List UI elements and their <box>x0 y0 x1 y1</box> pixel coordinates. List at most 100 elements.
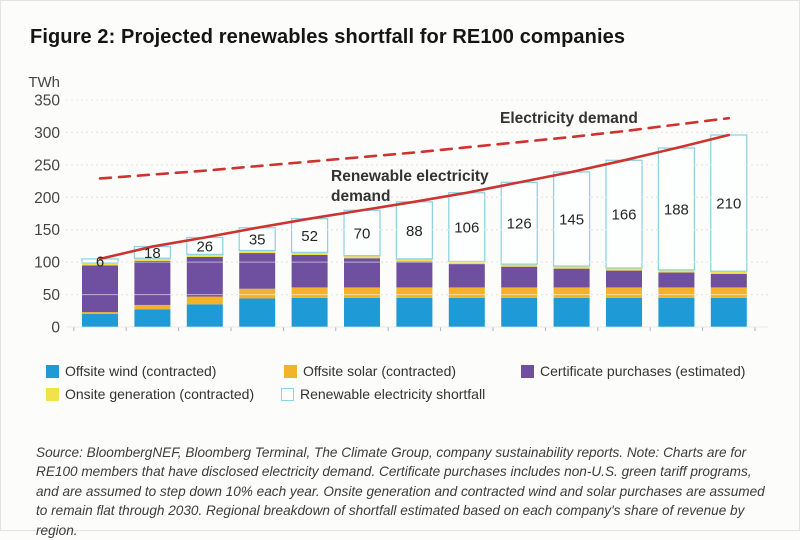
y-tick-label: 350 <box>34 92 60 109</box>
bar-segment <box>344 258 380 288</box>
shortfall-value-label: 188 <box>664 201 689 218</box>
legend-label: Offsite solar (contracted) <box>303 363 457 379</box>
bar-segment <box>658 287 695 298</box>
certificate-purchases-swatch-icon <box>521 364 534 378</box>
bar-segment <box>605 159 643 269</box>
onsite-generation-swatch-icon <box>46 387 59 401</box>
bar-segment <box>448 264 485 288</box>
bar-segment <box>501 264 538 267</box>
bar-segment <box>239 298 276 327</box>
bar-segment <box>710 134 748 272</box>
bar-segment <box>396 297 433 327</box>
bar-segment <box>658 269 695 273</box>
bar-segment <box>606 270 642 288</box>
shortfall-value-label: 35 <box>249 232 266 249</box>
bar-segment <box>657 147 696 271</box>
bar-segment <box>344 297 380 327</box>
bar-segment <box>134 304 171 310</box>
bar-segment <box>396 287 433 298</box>
bar-segment <box>553 266 590 269</box>
bar-segment <box>553 287 590 298</box>
shortfall-value-label: 166 <box>611 207 636 224</box>
bar-segment <box>290 218 329 254</box>
offsite-solar-swatch-icon <box>284 364 297 378</box>
bar-segment <box>501 266 538 288</box>
bar-segment <box>396 258 433 262</box>
legend-label: Certificate purchases (estimated) <box>540 363 746 379</box>
legend-item-offsite-solar: Offsite solar (contracted) <box>284 363 456 379</box>
bar-segment <box>553 297 590 327</box>
shortfall-value-label: 70 <box>354 225 371 242</box>
bar-segment <box>82 265 118 313</box>
bar-segment <box>395 201 434 260</box>
bar-segment <box>134 309 171 327</box>
bar-segment <box>134 258 171 261</box>
offsite-wind-swatch-icon <box>46 364 59 378</box>
renewable-demand-line <box>98 133 731 261</box>
bar-segment <box>82 262 118 266</box>
bar-segment <box>396 261 433 288</box>
y-tick-label: 150 <box>34 222 60 239</box>
shortfall-value-label: 126 <box>507 216 532 233</box>
y-tick-label: 0 <box>51 320 60 337</box>
shortfall-value-label: 52 <box>301 228 318 245</box>
bar-segment <box>186 304 223 327</box>
bar-segment <box>343 209 381 257</box>
bar-segment <box>291 287 328 298</box>
bar-segment <box>710 273 747 288</box>
demand-lines-layer <box>98 116 731 261</box>
legend-item-offsite-wind: Offsite wind (contracted) <box>46 363 216 379</box>
bar-segment <box>710 271 747 274</box>
bar-segment <box>186 296 223 305</box>
shortfall-value-label: 88 <box>406 223 423 240</box>
shortfall-value-label: 106 <box>454 220 479 237</box>
electricity-demand-annotation: Electricity demand <box>500 110 638 127</box>
bar-segment <box>553 268 590 288</box>
source-note: Source: BloombergNEF, Bloomberg Terminal… <box>36 444 765 538</box>
legend-label: Renewable electricity shortfall <box>300 386 486 402</box>
bar-segment <box>448 261 485 265</box>
bar-segment <box>606 297 642 327</box>
bar-segment <box>344 255 380 259</box>
bar-segment <box>448 297 485 327</box>
bar-segment <box>291 297 328 327</box>
bar-segment <box>552 171 591 267</box>
bar-segment <box>82 312 118 315</box>
y-axis-unit-label: TWh <box>28 74 60 91</box>
bar-segment <box>291 255 328 288</box>
bar-segment <box>501 287 538 298</box>
bar-segment <box>606 287 642 298</box>
bar-segment <box>291 252 328 256</box>
legend-item-certificate-purchases: Certificate purchases (estimated) <box>521 363 745 379</box>
bar-segment <box>658 272 695 288</box>
bar-segment <box>134 260 171 305</box>
bar-segment <box>500 181 538 265</box>
bar-segment <box>344 287 380 298</box>
renewable-demand-annotation-line2: demand <box>331 188 390 205</box>
y-tick-label: 250 <box>34 157 60 174</box>
legend-item-onsite-generation: Onsite generation (contracted) <box>46 386 254 402</box>
legend-label: Offsite wind (contracted) <box>65 363 217 379</box>
bar-segment <box>501 297 538 327</box>
bar-segment <box>710 297 747 327</box>
y-tick-label: 200 <box>34 190 60 207</box>
shortfall-value-label: 145 <box>559 212 584 229</box>
bar-segment <box>606 267 642 271</box>
bar-segment <box>186 256 223 297</box>
renewable-demand-annotation-line1: Renewable electricity <box>331 168 489 185</box>
shortfall-value-label: 210 <box>716 196 741 213</box>
gridline-overlay-layer <box>66 99 768 328</box>
y-tick-label: 100 <box>34 255 60 272</box>
electricity-demand-line <box>98 116 731 180</box>
shortfall-value-label: 18 <box>144 245 161 262</box>
shortfall-value-label: 6 <box>96 253 104 270</box>
bars-layer <box>81 134 748 327</box>
renewable-shortfall-swatch-icon <box>281 387 294 401</box>
y-tick-label: 300 <box>34 125 60 142</box>
bar-segment <box>710 287 747 298</box>
bar-segment <box>186 254 223 257</box>
y-tick-label: 50 <box>43 287 61 304</box>
bar-segment <box>658 297 695 327</box>
